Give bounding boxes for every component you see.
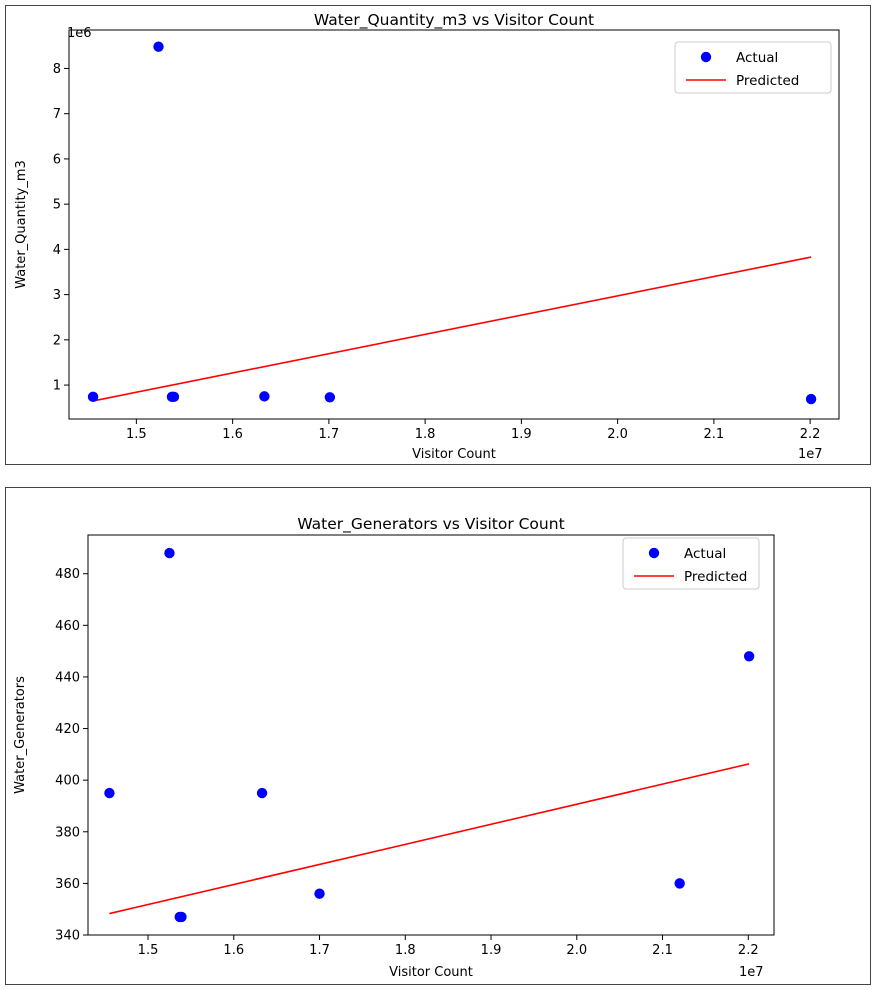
legend-predicted-label: Predicted bbox=[736, 73, 799, 89]
y-tick-label: 440 bbox=[55, 670, 80, 685]
x-tick-label: 2.1 bbox=[652, 943, 673, 958]
y-tick-label: 480 bbox=[55, 567, 80, 582]
y-tick-label: 6 bbox=[53, 152, 61, 167]
y-tick-label: 400 bbox=[55, 774, 80, 789]
water-quantity-chart: Water_Quantity_m3 vs Visitor Count 1.5 1.6… bbox=[14, 11, 840, 462]
chart-panel-water-generators: Water_Generators vs Visitor Count 1.5 1.6 1… bbox=[5, 487, 871, 985]
x-offset-label: 1e7 bbox=[739, 965, 764, 980]
x-tick-label: 2.2 bbox=[738, 943, 759, 958]
y-tick-label: 4 bbox=[53, 243, 61, 258]
x-axis-label: Visitor Count bbox=[389, 965, 473, 980]
actual-data-point bbox=[324, 392, 336, 403]
actual-data-point bbox=[87, 391, 99, 403]
x-tick-label: 1.7 bbox=[309, 943, 330, 958]
x-tick-label: 1.9 bbox=[481, 943, 502, 958]
y-tick-label: 3 bbox=[53, 288, 61, 303]
x-tick-label: 2.2 bbox=[800, 427, 821, 442]
actual-data-point bbox=[153, 41, 164, 52]
y-axis-label: Water_Quantity_m3 bbox=[14, 160, 29, 289]
actual-data-point bbox=[805, 393, 817, 405]
actual-data-point bbox=[743, 651, 755, 662]
x-tick-label: 1.6 bbox=[223, 943, 244, 958]
x-tick-label: 2.0 bbox=[607, 427, 628, 442]
y-axis-label: Water_Generators bbox=[13, 676, 28, 794]
y-offset-label: 1e6 bbox=[67, 26, 92, 41]
y-tick-label: 8 bbox=[53, 62, 61, 77]
x-offset-label: 1e7 bbox=[798, 447, 823, 462]
plot-frame bbox=[68, 29, 840, 420]
y-tick-label: 360 bbox=[55, 877, 80, 892]
predicted-line bbox=[109, 763, 750, 915]
legend-predicted-label: Predicted bbox=[684, 569, 747, 585]
y-tick-label: 460 bbox=[55, 619, 80, 634]
y-tick-label: 7 bbox=[53, 107, 61, 122]
actual-data-point bbox=[259, 391, 270, 402]
actual-data-point bbox=[256, 787, 268, 799]
legend-actual-marker bbox=[700, 51, 712, 63]
x-tick-label: 1.6 bbox=[222, 427, 243, 442]
x-tick-label: 2.0 bbox=[566, 943, 587, 958]
y-tick-label: 2 bbox=[53, 333, 61, 348]
x-tick-label: 1.9 bbox=[511, 427, 532, 442]
y-tick-label: 1 bbox=[53, 379, 61, 394]
actual-data-point bbox=[164, 547, 175, 559]
y-tick-label: 340 bbox=[55, 929, 80, 944]
legend-actual-label: Actual bbox=[736, 50, 778, 66]
x-tick-label: 1.8 bbox=[415, 427, 436, 442]
chart-panel-water-quantity: Water_Quantity_m3 vs Visitor Count 1.5 1.6… bbox=[5, 5, 871, 465]
legend-actual-label: Actual bbox=[684, 546, 726, 562]
actual-data-point bbox=[314, 888, 325, 899]
x-tick-label: 1.5 bbox=[138, 943, 159, 958]
actual-data-point bbox=[104, 787, 115, 799]
plot-frame bbox=[87, 534, 775, 936]
chart-title: Water_Quantity_m3 vs Visitor Count bbox=[314, 11, 594, 30]
x-tick-label: 1.7 bbox=[319, 427, 340, 442]
actual-data-point bbox=[168, 391, 180, 403]
water-generators-chart: Water_Generators vs Visitor Count 1.5 1.6 1… bbox=[13, 515, 775, 980]
x-tick-label: 1.8 bbox=[395, 943, 416, 958]
y-tick-label: 5 bbox=[53, 198, 61, 213]
chart-title: Water_Generators vs Visitor Count bbox=[297, 515, 564, 534]
legend-actual-marker bbox=[648, 547, 660, 559]
x-axis-label: Visitor Count bbox=[412, 447, 496, 462]
actual-data-point bbox=[674, 878, 685, 889]
actual-data-point bbox=[176, 911, 187, 923]
predicted-line bbox=[92, 256, 812, 402]
y-tick-label: 380 bbox=[55, 825, 80, 840]
y-tick-label: 420 bbox=[55, 722, 80, 737]
x-tick-label: 2.1 bbox=[704, 427, 725, 442]
x-tick-label: 1.5 bbox=[126, 427, 147, 442]
